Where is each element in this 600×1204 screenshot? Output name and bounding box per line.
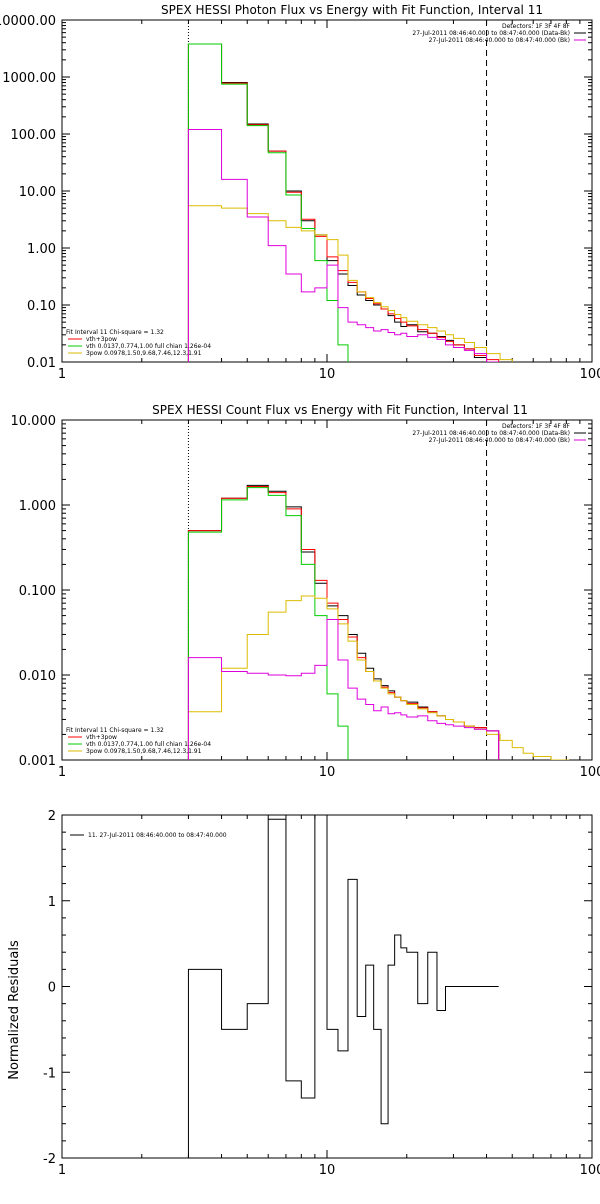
legend-bottom-left-text: Fit Interval 11 Chi-square = 1.32: [66, 329, 164, 336]
series-group: [188, 815, 498, 1163]
legend-bottom-left-text: Fit Interval 11 Chi-square = 1.32: [66, 727, 164, 734]
x-tick-label: 1: [58, 765, 66, 780]
legend-top-left-text: 11. 27-Jul-2011 08:46:40.000 to 08:47:40…: [88, 832, 227, 839]
series-line-bk: [188, 129, 498, 367]
series-line-3pow: [188, 206, 543, 371]
y-tick-label: 10000.00: [0, 14, 56, 29]
y-tick-label: 2: [48, 809, 56, 824]
y-tick-label: 0.10: [27, 299, 56, 314]
x-tick-label: 1: [58, 1163, 66, 1178]
x-tick-label: 100: [580, 367, 600, 382]
series-line-data-bk: [188, 485, 498, 765]
photon-flux-panel: SPEX HESSI Photon Flux vs Energy with Fi…: [0, 3, 600, 382]
legend-bottom-left-text: vth 0.0137,0.774,1.00 full chian 1.26e-0…: [86, 741, 211, 748]
legend-top-right-text: Detectors: 1F 3F 4F 8F: [502, 23, 571, 30]
series-line-vth: [188, 488, 358, 769]
y-tick-label: 0.100: [19, 584, 56, 599]
series-line-vth: [188, 44, 358, 379]
x-tick-label: 10: [319, 1163, 336, 1178]
count-flux-panel: SPEX HESSI Count Flux vs Energy with Fit…: [11, 403, 600, 780]
series-line-residuals: [188, 815, 498, 1163]
plot-frame: [62, 20, 592, 362]
x-tick-label: 10: [319, 765, 336, 780]
y-tick-label: 1.000: [19, 499, 56, 514]
x-tick-label: 1: [58, 367, 66, 382]
y-tick-label: 1.00: [27, 242, 56, 257]
legend-top-right-text: Detectors: 1F 3F 4F 8F: [502, 423, 571, 430]
legend-top-right-text: 27-Jul-2011 08:46:40.000 to 08:47:40.000…: [412, 430, 570, 437]
y-tick-label: 1000.00: [2, 71, 56, 86]
y-axis-label: Normalized Residuals: [7, 940, 22, 1080]
series-group: [188, 44, 543, 379]
y-tick-label: 1: [48, 895, 56, 910]
legend-bottom-left-text: 3pow 0.0978,1.50,9.68,7.46,12.3,1.91: [86, 350, 202, 357]
legend-bottom-left-text: vth+3pow: [86, 336, 117, 343]
y-tick-label: 10.00: [19, 185, 56, 200]
y-tick-label: 100.00: [11, 128, 57, 143]
series-group: [188, 485, 568, 768]
y-tick-label: -1: [43, 1066, 56, 1081]
y-tick-label: 10.000: [11, 414, 57, 429]
residuals-panel: Normalized Residuals 1 10 100 -2 -1 0 1 2 11. 27…: [7, 809, 600, 1178]
legend-bottom-left-text: vth 0.0137,0.774,1.00 full chian 1.26e-0…: [86, 343, 211, 350]
y-tick-label: 0.001: [19, 754, 56, 769]
y-tick-label: -2: [43, 1152, 56, 1167]
x-tick-label: 100: [580, 1163, 600, 1178]
y-tick-label: 0.01: [27, 356, 56, 371]
y-tick-label: 0.010: [19, 669, 56, 684]
legend-bottom-left-text: 3pow 0.0978,1.50,9.68,7.46,12.3,1.91: [86, 748, 202, 755]
x-tick-label: 100: [580, 765, 600, 780]
legend-bottom-left-text: vth+3pow: [86, 734, 117, 741]
chart-title: SPEX HESSI Photon Flux vs Energy with Fi…: [161, 3, 543, 17]
series-line-3pow: [188, 596, 568, 765]
x-tick-label: 10: [319, 367, 336, 382]
series-line-vth-3pow: [188, 487, 498, 765]
chart-title: SPEX HESSI Count Flux vs Energy with Fit…: [152, 403, 528, 417]
series-line-bk: [188, 619, 498, 765]
series-line-data-bk: [188, 44, 498, 367]
series-line-vth-3pow: [188, 44, 498, 367]
legend-top-right-text: 27-Jul-2011 08:46:40.000 to 08:47:40.000…: [412, 30, 570, 37]
legend-top-right-text: 27-Jul-2011 08:46:40.000 to 08:47:40.000…: [429, 437, 570, 444]
y-tick-label: 0: [48, 981, 56, 996]
legend-top-right-text: 27-Jul-2011 08:46:40.000 to 08:47:40.000…: [429, 37, 570, 44]
